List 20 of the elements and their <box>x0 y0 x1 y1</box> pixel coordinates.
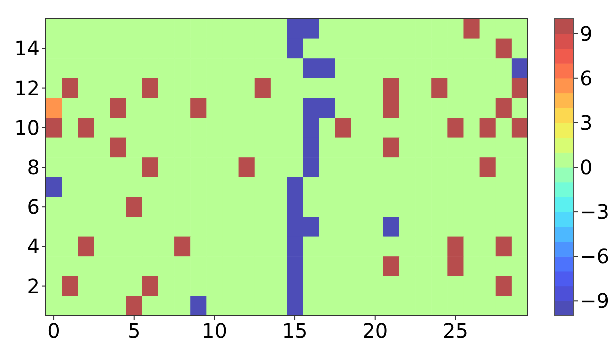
y-tick-label: 14 <box>14 36 40 61</box>
x-tick-label: 15 <box>282 319 308 342</box>
color-bar-label: 9 <box>580 22 593 46</box>
x-tick-label: 10 <box>202 319 228 342</box>
color-bar-label: 0 <box>580 156 593 180</box>
x-tick-label: 20 <box>362 319 388 342</box>
y-tick-label: 10 <box>14 116 40 140</box>
y-tick-label: 4 <box>27 234 40 259</box>
x-tick-label: 0 <box>48 319 60 342</box>
color-bar-label: −3 <box>580 200 610 224</box>
color-bar-label: −9 <box>580 289 610 314</box>
y-tick-label: 6 <box>27 195 40 220</box>
x-tick-label: 5 <box>128 319 141 342</box>
y-tick-label: 2 <box>27 274 40 298</box>
y-tick-label: 12 <box>14 76 40 100</box>
color-bar-label: −6 <box>580 244 610 269</box>
x-tick-label: 25 <box>442 319 468 342</box>
y-tick-label: 8 <box>27 156 40 180</box>
color-bar-label: 6 <box>580 66 593 90</box>
color-bar-label: 3 <box>580 110 593 135</box>
